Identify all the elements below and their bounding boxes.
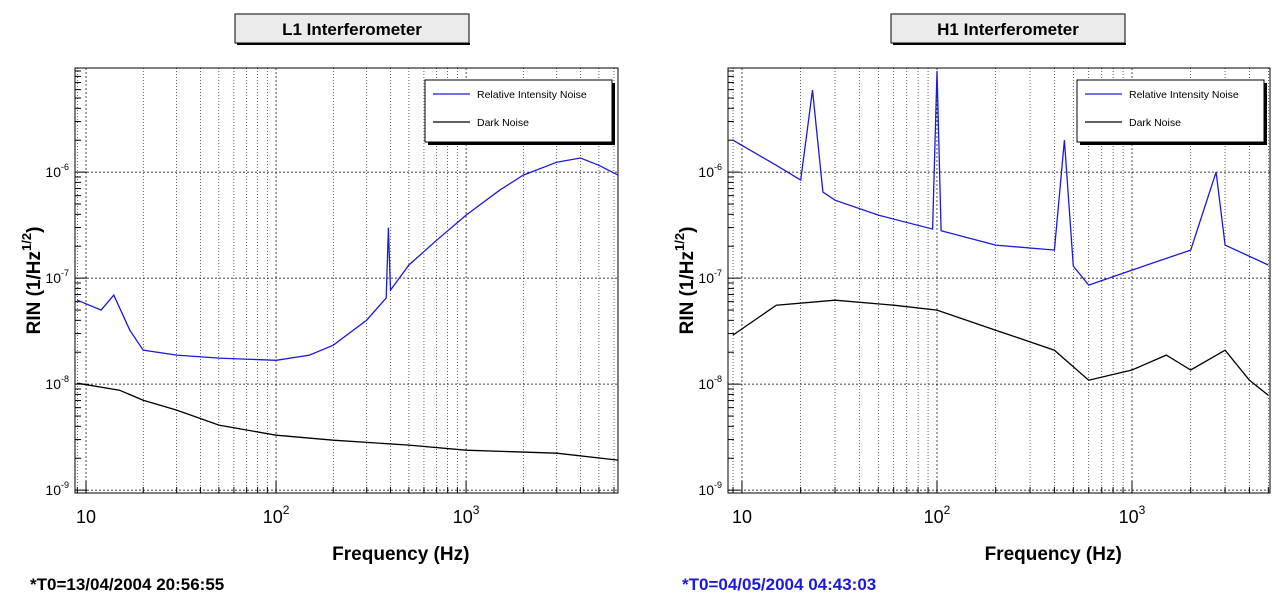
y-tick-label: 10-7 [698, 268, 722, 286]
y-tick-label: 10-9 [698, 480, 722, 498]
x-tick-exponent: 2 [944, 503, 951, 517]
x-tick-exponent: 3 [1139, 503, 1146, 517]
y-tick-label: 10-7 [45, 268, 69, 286]
series-line [77, 382, 618, 461]
x-tick-label: 103 [453, 503, 480, 527]
footnote: *T0=13/04/2004 20:56:55 [30, 575, 224, 594]
x-tick-base: 10 [263, 507, 283, 527]
y-tick-base: 10 [698, 164, 714, 180]
y-tick-base: 10 [45, 270, 61, 286]
y-tick-base: 10 [45, 164, 61, 180]
legend [1076, 79, 1265, 143]
series-line [77, 157, 618, 361]
x-tick-label: 102 [924, 503, 951, 527]
y-tick-exponent: -7 [61, 268, 69, 278]
y-tick-exponent: -7 [714, 268, 722, 278]
legend-label: Relative Intensity Noise [1129, 89, 1239, 101]
x-tick-base: 10 [924, 507, 944, 527]
legend-label: Dark Noise [477, 117, 529, 129]
series-line [732, 299, 1269, 396]
footnote: *T0=04/05/2004 04:43:03 [682, 575, 876, 594]
legend-label: Relative Intensity Noise [477, 89, 587, 101]
y-axis-label-suffix: ) [24, 227, 45, 233]
y-axis-label-base: RIN (1/Hz [24, 251, 45, 334]
title-box [890, 13, 1126, 44]
legend-label: Dark Noise [1129, 117, 1181, 129]
x-tick-base: 10 [76, 507, 96, 527]
y-tick-exponent: -6 [714, 162, 722, 172]
x-tick-label: 10 [76, 507, 96, 527]
y-axis-label-exponent: 1/2 [672, 233, 687, 251]
x-tick-exponent: 2 [283, 503, 290, 517]
y-tick-base: 10 [698, 482, 714, 498]
y-tick-label: 10-8 [698, 374, 722, 392]
x-tick-base: 10 [453, 507, 473, 527]
x-tick-exponent: 3 [473, 503, 480, 517]
y-tick-base: 10 [698, 270, 714, 286]
y-tick-base: 10 [698, 376, 714, 392]
y-tick-label: 10-8 [45, 374, 69, 392]
series-line [732, 70, 1269, 286]
y-tick-base: 10 [45, 482, 61, 498]
y-axis-label: RIN (1/Hz1/2) [19, 227, 45, 335]
y-axis-label-base: RIN (1/Hz [677, 251, 698, 334]
title-box [234, 13, 470, 44]
y-tick-exponent: -9 [714, 480, 722, 490]
x-tick-label: 103 [1119, 503, 1146, 527]
y-axis-label-exponent: 1/2 [19, 233, 34, 251]
y-tick-base: 10 [45, 376, 61, 392]
x-tick-label: 10 [732, 507, 752, 527]
legend [424, 79, 613, 143]
chart-title: L1 Interferometer [282, 20, 422, 39]
y-tick-exponent: -6 [61, 162, 69, 172]
x-axis-label: Frequency (Hz) [332, 544, 469, 565]
x-tick-base: 10 [732, 507, 752, 527]
y-tick-exponent: -8 [61, 374, 69, 384]
x-axis-label: Frequency (Hz) [985, 544, 1122, 565]
x-tick-base: 10 [1119, 507, 1139, 527]
y-tick-label: 10-6 [45, 162, 69, 180]
y-axis-label: RIN (1/Hz1/2) [672, 227, 698, 335]
y-tick-exponent: -8 [714, 374, 722, 384]
y-tick-label: 10-9 [45, 480, 69, 498]
x-tick-label: 102 [263, 503, 290, 527]
y-tick-label: 10-6 [698, 162, 722, 180]
chart-title: H1 Interferometer [937, 20, 1079, 39]
y-axis-label-suffix: ) [677, 227, 698, 233]
y-tick-exponent: -9 [61, 480, 69, 490]
